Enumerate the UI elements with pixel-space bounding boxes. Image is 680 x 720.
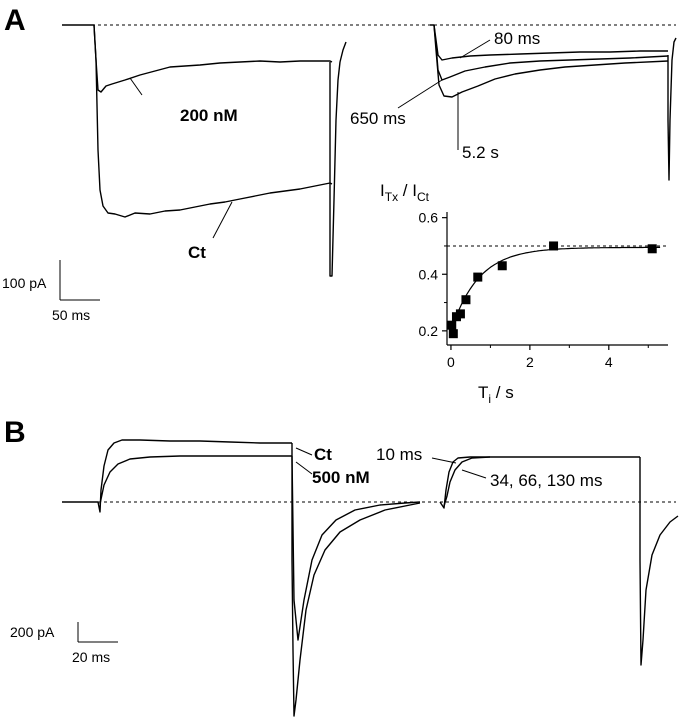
inset-data-point: [647, 244, 657, 254]
trace-a-200nm: [93, 24, 333, 93]
trace-a-5s: [433, 24, 669, 98]
inset-data-point: [461, 295, 471, 305]
inset-data-point: [455, 309, 465, 319]
pointer-80ms: [459, 39, 491, 59]
label-ct-a: Ct: [188, 243, 206, 262]
scalebar-b-x-label: 20 ms: [72, 649, 110, 665]
panel-b-letter: B: [4, 416, 26, 449]
label-200nm: 200 nM: [180, 106, 238, 125]
inset-x-tick-label: 0: [447, 354, 455, 370]
pointer-ct-a: [212, 201, 233, 239]
scalebar-a-y-label: 100 pA: [2, 275, 47, 291]
pointer-200nm: [129, 77, 143, 96]
pointer-ct-b: [295, 447, 313, 456]
trace-a-ct: [62, 24, 333, 218]
inset-fit-curve: [450, 246, 661, 332]
inset-data-point: [497, 261, 507, 271]
pointer-10ms: [431, 457, 457, 464]
trace-a-tail: [329, 41, 347, 277]
label-ct-b: Ct: [314, 445, 332, 464]
label-10ms: 10 ms: [376, 445, 422, 464]
label-5s: 5.2 s: [462, 143, 499, 162]
label-multi: 34, 66, 130 ms: [490, 471, 602, 490]
inset-data-point: [447, 320, 457, 330]
inset-x-tick-label: 2: [526, 354, 534, 370]
inset-x-tick-label: 4: [605, 354, 613, 370]
trace-b-ct-tail: [291, 443, 421, 717]
panel-a-letter: A: [4, 4, 26, 37]
label-80ms: 80 ms: [494, 29, 540, 48]
pointer-650ms: [397, 79, 443, 109]
trace-b-right: [439, 456, 640, 509]
pointer-500nm: [295, 461, 313, 475]
trace-b-500nm: [99, 455, 292, 505]
pointer-multi: [461, 469, 487, 479]
inset-xlabel: Ti / s: [478, 383, 514, 406]
inset-ylabel: ITx / ICt: [380, 181, 430, 204]
inset-data-point: [473, 272, 483, 282]
trace-b-right-tail: [639, 457, 679, 666]
label-650ms: 650 ms: [350, 109, 406, 128]
trace-b-right-10ms: [443, 456, 491, 507]
inset-y-tick-label: 0.6: [419, 210, 439, 226]
inset-data-point: [549, 241, 559, 251]
inset-y-tick-label: 0.4: [419, 266, 439, 282]
inset-data-point: [448, 329, 458, 339]
scalebar-b-y-label: 200 pA: [10, 624, 55, 640]
inset-chart: ITx / ICt Ti / s 0 2 4 0.2 0.4 0.6: [380, 181, 668, 406]
label-500nm: 500 nM: [312, 468, 370, 487]
trace-b-ct: [62, 439, 292, 513]
trace-b-500nm-tail: [291, 455, 421, 641]
inset-y-tick-label: 0.2: [419, 323, 439, 339]
scalebar-a-x-label: 50 ms: [52, 307, 90, 323]
trace-a-right-tail: [667, 37, 677, 181]
